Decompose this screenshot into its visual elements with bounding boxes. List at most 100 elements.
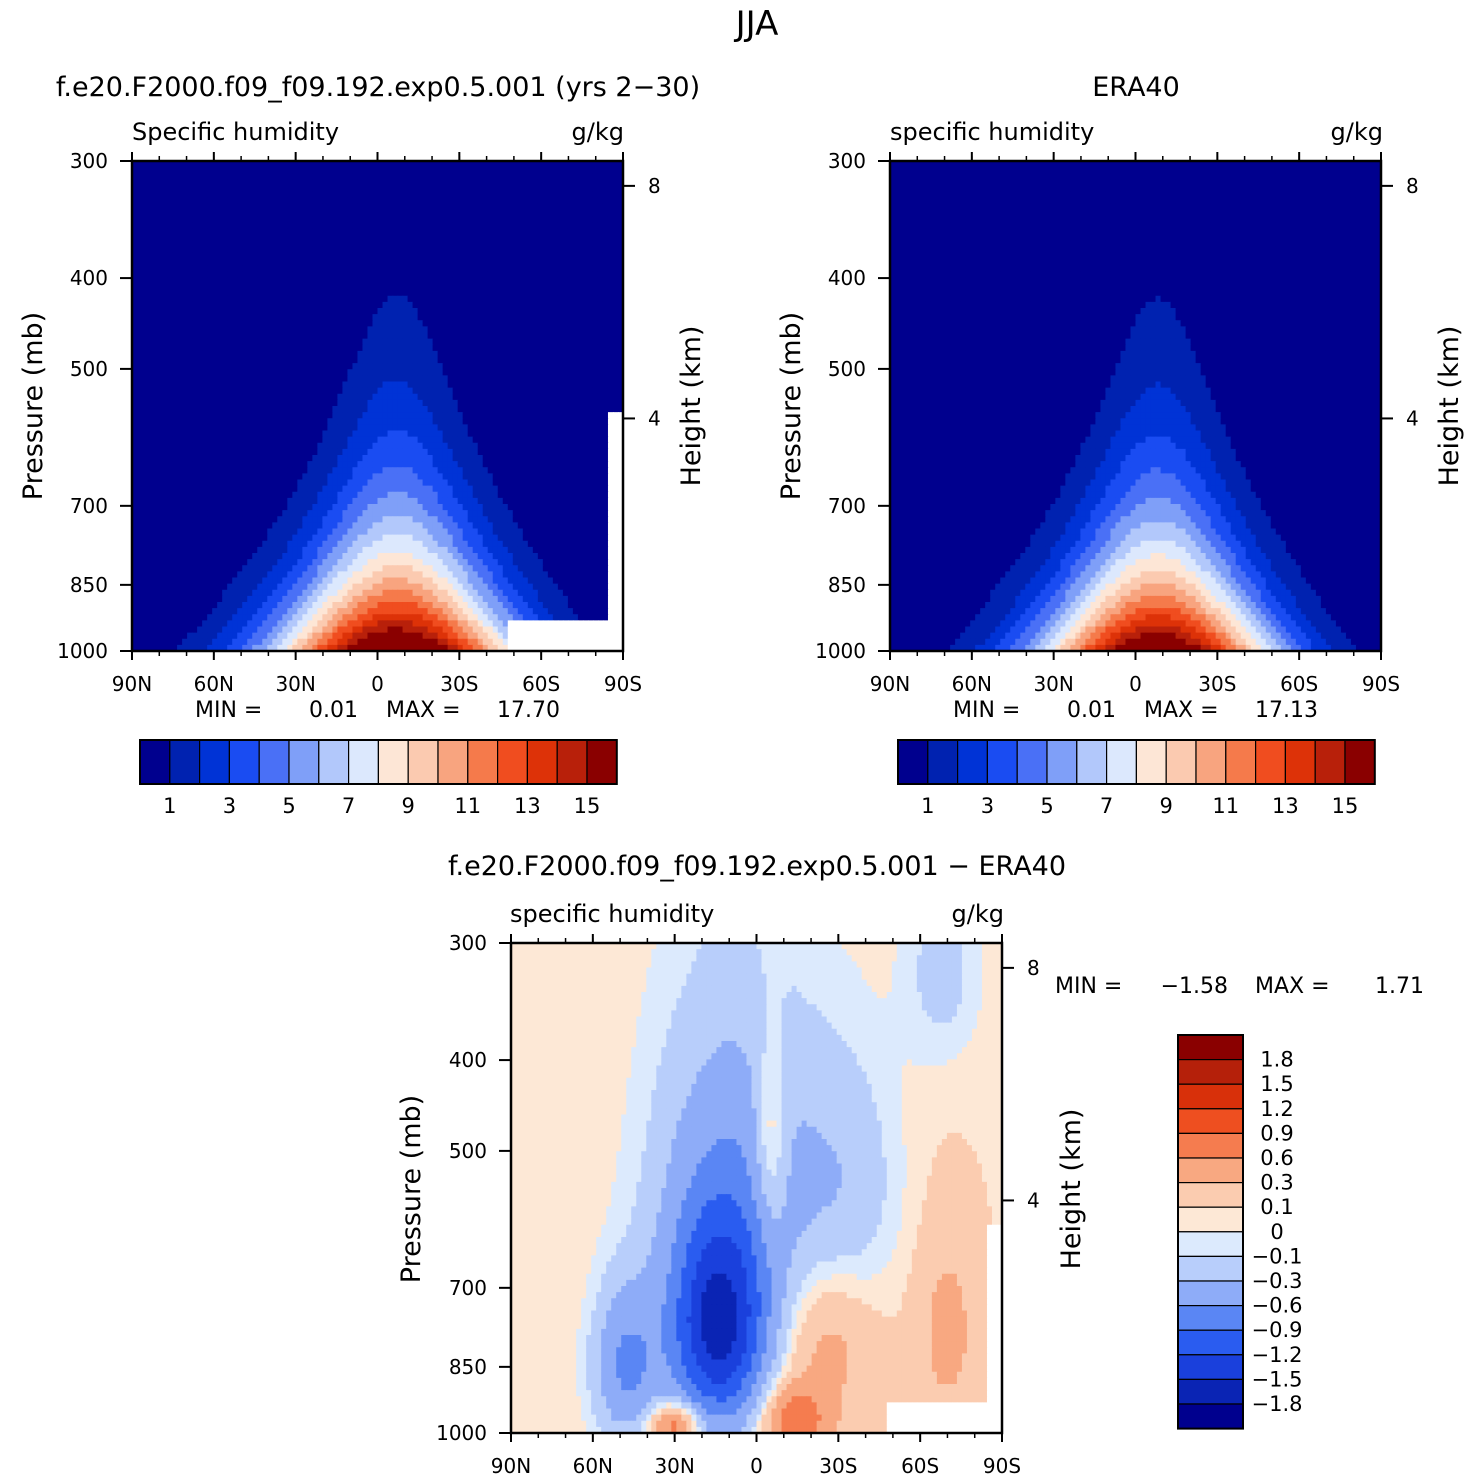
field-cell [563,259,569,266]
field-cell [513,179,519,186]
field-cell [282,259,288,266]
field-cell [327,461,333,468]
field-cell [493,375,499,382]
field-cell [508,345,514,352]
field-cell [157,173,163,180]
field-cell [247,375,253,382]
field-cell [287,302,293,309]
field-cell [297,333,303,340]
field-cell [508,461,514,468]
field-cell [207,363,213,370]
field-cell [167,412,173,419]
field-cell [388,235,394,242]
field-cell [503,186,509,193]
field-cell [247,253,253,260]
field-cell [252,296,258,303]
field-cell [152,314,158,321]
field-cell [222,253,228,260]
field-cell [408,431,414,438]
field-cell [172,308,178,315]
field-cell [413,357,419,364]
field-cell [217,290,223,297]
field-cell [302,186,308,193]
field-cell [192,186,198,193]
field-cell [342,198,348,205]
field-cell [413,431,419,438]
field-cell [578,179,584,186]
field-cell [212,461,218,468]
field-cell [408,167,414,174]
field-cell [327,424,333,431]
field-cell [538,186,544,193]
field-cell [217,259,223,266]
field-cell [197,228,203,235]
field-cell [232,314,238,321]
field-cell [312,461,318,468]
field-cell [362,235,368,242]
field-cell [232,357,238,364]
field-cell [362,455,368,462]
field-cell [508,241,514,248]
field-cell [302,204,308,211]
field-cell [448,369,454,376]
field-cell [438,277,444,284]
field-cell [483,284,489,291]
field-cell [433,216,439,223]
field-cell [257,345,263,352]
field-cell [277,412,283,419]
field-cell [197,412,203,419]
field-cell [172,424,178,431]
field-cell [202,210,208,217]
field-cell [312,259,318,266]
field-cell [217,357,223,364]
field-cell [428,382,434,389]
field-cell [553,314,559,321]
field-cell [423,308,429,315]
field-cell [583,424,589,431]
field-cell [322,455,328,462]
field-cell [207,253,213,260]
field-cell [187,265,193,272]
field-cell [478,308,484,315]
field-cell [187,277,193,284]
field-cell [187,406,193,413]
field-cell [503,412,509,419]
field-cell [247,412,253,419]
field-cell [172,179,178,186]
field-cell [357,437,363,444]
field-cell [398,308,404,315]
field-cell [222,167,228,174]
field-cell [398,198,404,205]
field-cell [297,388,303,395]
field-cell [558,375,564,382]
field-cell [573,265,579,272]
field-cell [227,418,233,425]
field-cell [337,222,343,229]
field-cell [367,400,373,407]
field-cell [242,192,248,199]
field-cell [332,253,338,260]
field-cell [593,326,599,333]
field-cell [458,320,464,327]
field-cell [568,431,574,438]
field-cell [603,265,609,272]
field-cell [322,461,328,468]
field-cell [307,235,313,242]
field-cell [378,284,384,291]
field-cell [463,198,469,205]
field-cell [613,216,619,223]
field-cell [503,241,509,248]
field-cell [177,314,183,321]
field-cell [357,339,363,346]
field-cell [378,314,384,321]
field-cell [378,333,384,340]
field-cell [177,431,183,438]
field-cell [292,192,298,199]
field-cell [362,204,368,211]
field-cell [428,443,434,450]
field-cell [403,228,409,235]
field-cell [423,449,429,456]
field-cell [478,173,484,180]
field-cell [433,443,439,450]
field-cell [232,186,238,193]
